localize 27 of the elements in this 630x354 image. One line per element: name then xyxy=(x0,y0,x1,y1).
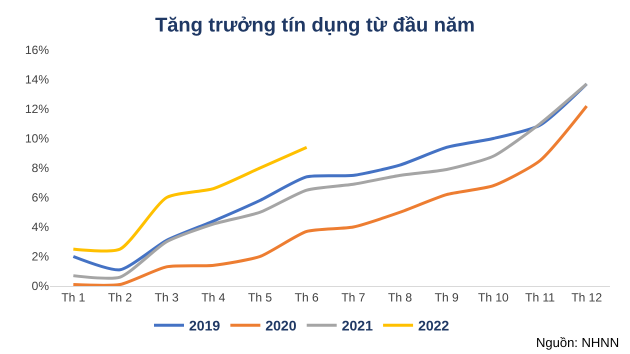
y-tick-label: 10% xyxy=(24,132,50,146)
text: Nguồn: NHNN xyxy=(536,335,620,350)
y-tick-label: 6% xyxy=(32,190,50,205)
x-tick-label: Th 4 xyxy=(201,290,226,304)
legend-label: 2019 xyxy=(189,318,220,334)
x-tick-label: Th 2 xyxy=(108,290,132,304)
x-tick-label: Th 3 xyxy=(154,290,179,304)
x-tick-label: Th 5 xyxy=(248,290,272,304)
x-tick-label: Th 10 xyxy=(478,290,509,304)
legend-label: 2021 xyxy=(342,318,374,334)
y-tick-label: 0% xyxy=(32,279,50,294)
x-tick-label: Th 6 xyxy=(294,290,319,304)
x-tick-label: Th 11 xyxy=(525,290,556,304)
y-tick-label: 2% xyxy=(32,250,50,264)
y-tick-label: 16% xyxy=(24,43,50,58)
x-tick-label: Th 7 xyxy=(341,290,366,304)
legend-label: 2022 xyxy=(418,318,450,334)
y-tick-label: 14% xyxy=(24,72,50,87)
x-tick-label: Th 12 xyxy=(571,290,602,304)
y-tick-label: 4% xyxy=(32,220,50,234)
x-tick-label: Th 8 xyxy=(388,290,412,304)
x-tick-label: Th 1 xyxy=(61,290,86,304)
y-tick-label: 8% xyxy=(32,161,50,176)
x-tick-label: Th 9 xyxy=(434,290,459,304)
legend-label: 2020 xyxy=(265,318,297,334)
chart-title: Tăng trưởng tín dụng từ đầu năm xyxy=(155,14,475,37)
y-tick-label: 12% xyxy=(24,102,50,116)
